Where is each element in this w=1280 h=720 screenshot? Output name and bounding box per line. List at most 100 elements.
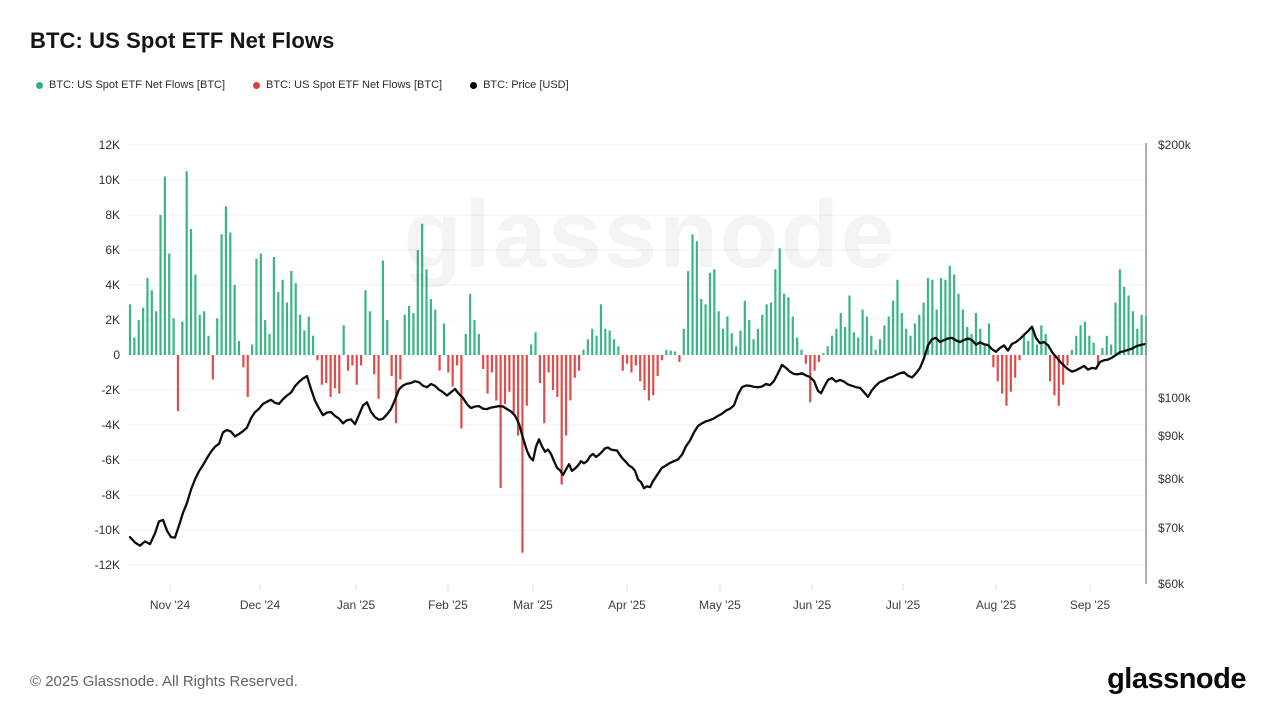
black-dot-icon [470,81,478,89]
flow-axis-label: 8K [105,208,120,222]
inflow-bar [730,333,733,356]
inflow-bar [1027,341,1030,355]
inflow-bar [469,293,472,355]
inflow-bar [1035,344,1039,355]
inflow-bar [224,206,228,355]
outflow-bar [996,355,999,382]
x-axis-month-label: Jun '25 [792,598,832,612]
outflow-bar [1096,355,1100,366]
inflow-bar [1127,295,1130,355]
inflow-bar [303,330,306,355]
flow-axis-label: -8K [101,488,120,502]
inflow-bar [264,320,267,355]
flow-axis-label: 12K [98,138,120,152]
flow-axis-label: 10K [98,173,120,187]
inflow-bar [717,311,720,355]
inflow-bar [407,306,411,355]
inflow-bar [194,274,197,355]
inflow-bar [787,297,790,355]
inflow-bar [953,274,956,355]
outflow-bar [621,355,624,371]
inflow-bar [752,339,755,355]
inflow-bar [822,353,825,355]
inflow-bar [1118,269,1121,355]
inflow-bar [421,223,424,355]
inflow-bar [865,316,869,355]
inflow-bar [756,328,760,355]
flow-axis-label: 2K [105,313,120,327]
outflow-bar [573,355,576,378]
inflow-bar [255,258,258,355]
outflow-bar [346,355,350,371]
inflow-bar [364,290,367,355]
outflow-bar [460,355,463,429]
inflow-bar [128,304,132,355]
inflow-bar [233,285,236,355]
outflow-bar [1005,355,1008,406]
inflow-bar [298,314,302,355]
inflow-bar [146,278,149,355]
inflow-bar [608,330,611,355]
outflow-bar [813,355,816,371]
chart-canvas [128,143,1148,591]
inflow-bar [987,323,991,355]
inflow-bar [591,328,594,355]
inflow-bar [155,311,158,355]
outflow-bar [804,355,807,364]
inflow-bar [181,321,184,355]
outflow-bar [643,355,646,390]
red-dot-icon [253,81,261,89]
legend-item-price[interactable]: BTC: Price [USD] [470,79,569,91]
outflow-bar [678,355,681,362]
outflow-bar [521,355,524,553]
outflow-bar [355,355,358,385]
outflow-bar [242,355,245,368]
inflow-bar [599,304,603,355]
outflow-bar [647,355,650,401]
x-axis-month-label: Sep '25 [1069,598,1111,612]
inflow-bar [285,302,289,355]
x-axis-month-label: Dec '24 [239,598,281,612]
legend-item-outflows[interactable]: BTC: US Spot ETF Net Flows [BTC] [253,79,442,91]
legend-item-inflows[interactable]: BTC: US Spot ETF Net Flows [BTC] [36,79,225,91]
glassnode-logo[interactable]: glassnode [1107,663,1246,695]
outflow-bar [1053,355,1056,396]
inflow-bar [782,293,786,355]
inflow-bar [852,332,855,355]
inflow-bar [272,257,275,355]
x-axis-month-label: Mar '25 [513,598,553,612]
inflow-bar [800,349,803,355]
inflow-bar [1040,325,1043,355]
outflow-bar [482,355,485,369]
inflow-bar [748,320,751,355]
inflow-bar [203,311,206,355]
inflow-bar [887,316,890,355]
inflow-bar [386,320,389,355]
outflow-bar [543,355,546,424]
x-axis-month-label: Apr '25 [608,598,646,612]
inflow-bar [944,279,947,355]
inflow-bar [312,335,315,355]
outflow-bar [246,355,249,397]
outflow-bar [538,355,541,383]
inflow-bar [883,325,886,355]
outflow-bar [560,355,563,485]
outflow-bar [551,355,555,390]
outflow-bar [329,355,332,397]
inflow-bar [207,335,210,355]
outflow-bar [1009,355,1012,392]
inflow-bar [769,302,773,355]
inflow-bar [857,337,860,355]
inflow-bar [909,335,912,355]
inflow-bar [1070,349,1073,355]
inflow-bar [268,334,271,355]
inflow-bar [913,323,916,355]
inflow-bar [726,316,729,355]
outflow-bar [373,355,376,375]
inflow-bar [595,335,598,355]
outflow-bar [626,355,629,364]
inflow-bar [416,250,419,355]
outflow-bar [1066,355,1069,366]
outflow-bar [211,355,214,380]
inflow-bar [168,253,171,355]
